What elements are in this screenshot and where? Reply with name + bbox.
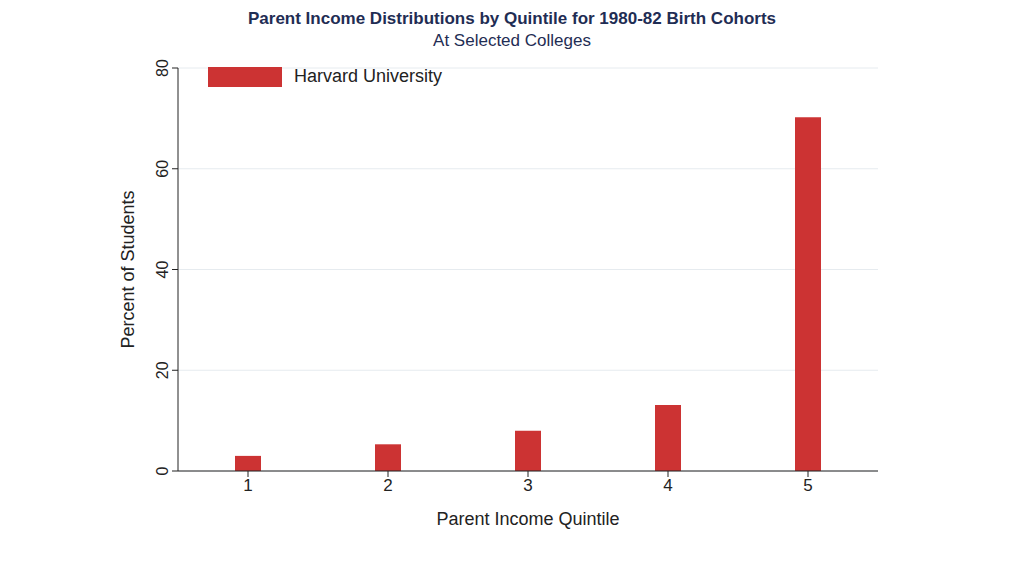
svg-text:20: 20 [154, 361, 171, 379]
html-text:At Selected Colleges: At Selected Colleges [433, 31, 591, 50]
svg-text:3: 3 [523, 476, 532, 495]
html-text:Harvard University: Harvard University [294, 66, 442, 86]
svg-text:1: 1 [243, 476, 252, 495]
svg-text:2: 2 [383, 476, 392, 495]
svg-text:60: 60 [154, 160, 171, 178]
html-text:Parent Income Distributions by: Parent Income Distributions by Quintile … [248, 9, 776, 28]
svg-text:5: 5 [803, 476, 812, 495]
svg-text:Parent Income Quintile: Parent Income Quintile [436, 509, 619, 529]
svg-text:80: 80 [154, 59, 171, 77]
svg-text:4: 4 [663, 476, 672, 495]
svg-text:40: 40 [154, 261, 171, 279]
svg-text:0: 0 [154, 466, 171, 475]
svg-text:Percent of Students: Percent of Students [118, 190, 138, 348]
